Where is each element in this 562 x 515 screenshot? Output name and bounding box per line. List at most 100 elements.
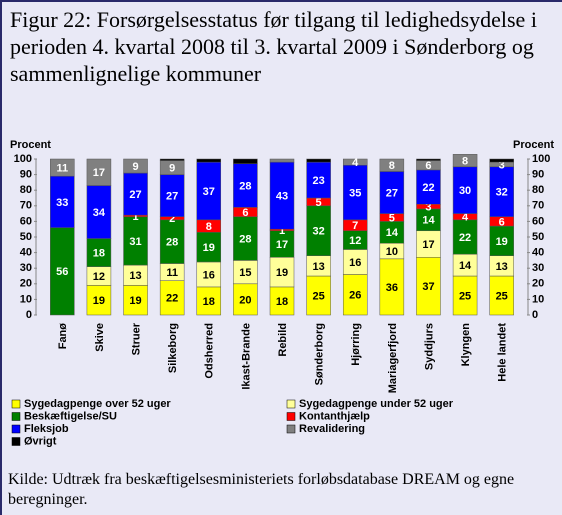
x-tick-label: Rebild <box>277 323 289 357</box>
data-label: 19 <box>129 295 141 307</box>
bar-segment <box>342 158 368 166</box>
data-label: 11 <box>166 267 178 279</box>
data-label: 33 <box>56 197 68 209</box>
x-tick-label: Sønderborg <box>314 323 326 385</box>
data-label: 5 <box>316 197 322 209</box>
x-tick-label: Silkeborg <box>167 323 179 373</box>
y2-tick-label: 100 <box>532 153 550 165</box>
bar-segment <box>159 158 185 161</box>
data-label: 11 <box>56 162 68 174</box>
data-label: 35 <box>349 187 361 199</box>
y-tick-label: 70 <box>20 200 32 212</box>
bar-segment <box>123 216 148 266</box>
y2-tick-label: 20 <box>532 278 544 290</box>
bar-segment <box>159 174 185 217</box>
legend-swatch <box>286 424 296 434</box>
bar-segment <box>233 158 258 164</box>
legend-swatch <box>11 424 21 434</box>
data-label: 19 <box>203 242 215 254</box>
legend-label: Fleksjob <box>24 423 69 435</box>
data-label: 28 <box>239 180 251 192</box>
bar-segment <box>342 274 368 316</box>
y2-tick-label: 90 <box>532 169 544 181</box>
data-label: 22 <box>166 293 178 305</box>
bar-segment <box>342 164 368 221</box>
x-tick-label: Klyngen <box>460 323 472 367</box>
data-label: 36 <box>386 282 398 294</box>
data-label: 32 <box>312 226 324 238</box>
data-label: 5 <box>389 212 395 224</box>
data-label: 27 <box>166 191 178 203</box>
data-label: 13 <box>312 261 324 273</box>
data-label: 17 <box>422 239 434 251</box>
data-label: 4 <box>352 157 359 169</box>
y-tick-label: 90 <box>20 169 32 181</box>
y2-axis-label: Procent <box>513 139 554 151</box>
data-label: 13 <box>129 270 141 282</box>
bar-segment <box>306 275 331 316</box>
data-label: 17 <box>93 167 105 179</box>
data-label: 2 <box>169 213 175 225</box>
bar-segment <box>379 158 405 172</box>
bar-segment <box>196 286 222 316</box>
data-label: 25 <box>459 290 471 302</box>
x-tick-label: Mariagerfjord <box>387 323 399 393</box>
bar-segment <box>123 158 148 174</box>
data-label: 8 <box>389 160 395 172</box>
bar-segment <box>196 232 222 263</box>
data-label: 31 <box>129 236 141 248</box>
legend-label: Revalidering <box>299 423 365 435</box>
y-tick-label: 0 <box>26 309 32 321</box>
data-label: 30 <box>459 185 471 197</box>
y-tick-label: 40 <box>20 247 32 259</box>
x-tick-label: Odsherred <box>204 323 216 379</box>
legend-label: Sygedagpenge over 52 uger <box>24 398 171 410</box>
bar-segment <box>123 285 148 316</box>
bar-segment <box>123 172 148 216</box>
data-label: 6 <box>499 216 505 228</box>
bar-segment <box>452 275 478 316</box>
legend-label: Beskæftigelse/SU <box>24 410 117 422</box>
y-tick-label: 50 <box>20 231 32 243</box>
data-label: 10 <box>386 246 398 258</box>
y-tick-label: 20 <box>20 278 32 290</box>
data-label: 12 <box>349 235 361 247</box>
data-label: 14 <box>459 260 472 272</box>
x-tick-label: Struer <box>130 322 142 355</box>
bar-segment <box>489 275 514 316</box>
data-label: 56 <box>56 266 68 278</box>
data-label: 3 <box>499 159 505 171</box>
data-label: 25 <box>496 290 508 302</box>
data-label: 26 <box>349 290 361 302</box>
data-label: 19 <box>93 295 105 307</box>
y-axis-label: Procent <box>10 139 51 151</box>
data-label: 37 <box>422 281 434 293</box>
bar-segment <box>196 261 222 288</box>
bar-segment <box>489 158 514 163</box>
y2-tick-label: 80 <box>532 184 544 196</box>
title: Figur 22: Forsørgelsesstatus før tilgang… <box>10 7 537 86</box>
y2-tick-label: 70 <box>532 200 544 212</box>
data-label: 37 <box>203 186 215 198</box>
bar-segment <box>342 249 368 275</box>
data-label: 23 <box>312 175 324 187</box>
y-tick-label: 100 <box>14 153 32 165</box>
y2-tick-label: 30 <box>532 262 544 274</box>
data-label: 14 <box>386 227 399 239</box>
data-label: 7 <box>352 220 358 232</box>
y-tick-label: 80 <box>20 184 32 196</box>
legend-label: Øvrigt <box>24 435 57 447</box>
data-label: 4 <box>462 212 469 224</box>
y-tick-label: 60 <box>20 215 32 227</box>
data-label: 18 <box>276 296 288 308</box>
data-label: 1 <box>132 211 138 223</box>
bar-segment <box>379 258 405 316</box>
legend-label: Kontanthjælp <box>299 410 370 422</box>
source: Kilde: Udtræk fra beskæftigelsesminister… <box>8 471 515 508</box>
x-tick-label: Skive <box>94 323 106 352</box>
data-label: 3 <box>425 201 431 213</box>
y2-tick-label: 10 <box>532 293 544 305</box>
data-label: 9 <box>132 161 138 173</box>
